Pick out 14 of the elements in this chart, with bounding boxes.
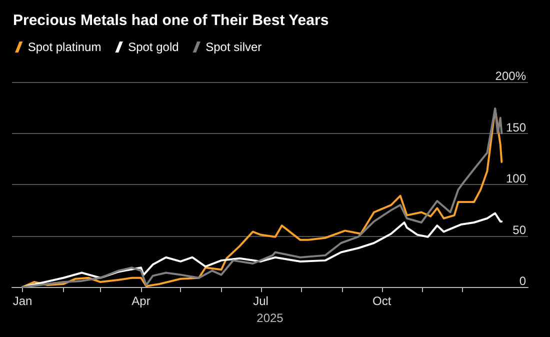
chart-title: Precious Metals had one of Their Best Years xyxy=(13,12,329,29)
legend-label: Spot silver xyxy=(206,40,262,54)
x-axis-title: 2025 xyxy=(256,311,284,325)
x-tick-label: Oct xyxy=(372,294,392,308)
x-tick-label: Jan xyxy=(12,294,32,308)
legend-label: Spot gold xyxy=(128,40,179,54)
y-tick-label: 0 xyxy=(519,274,526,288)
y-tick-label: 150 xyxy=(506,120,526,134)
legend-label: Spot platinum xyxy=(28,40,102,54)
y-tick-label: 50 xyxy=(512,222,526,237)
y-tick-label: 200% xyxy=(495,69,526,83)
x-tick-label: Jul xyxy=(253,294,268,308)
x-tick-label: Apr xyxy=(132,294,150,308)
y-tick-label: 100 xyxy=(506,172,526,186)
